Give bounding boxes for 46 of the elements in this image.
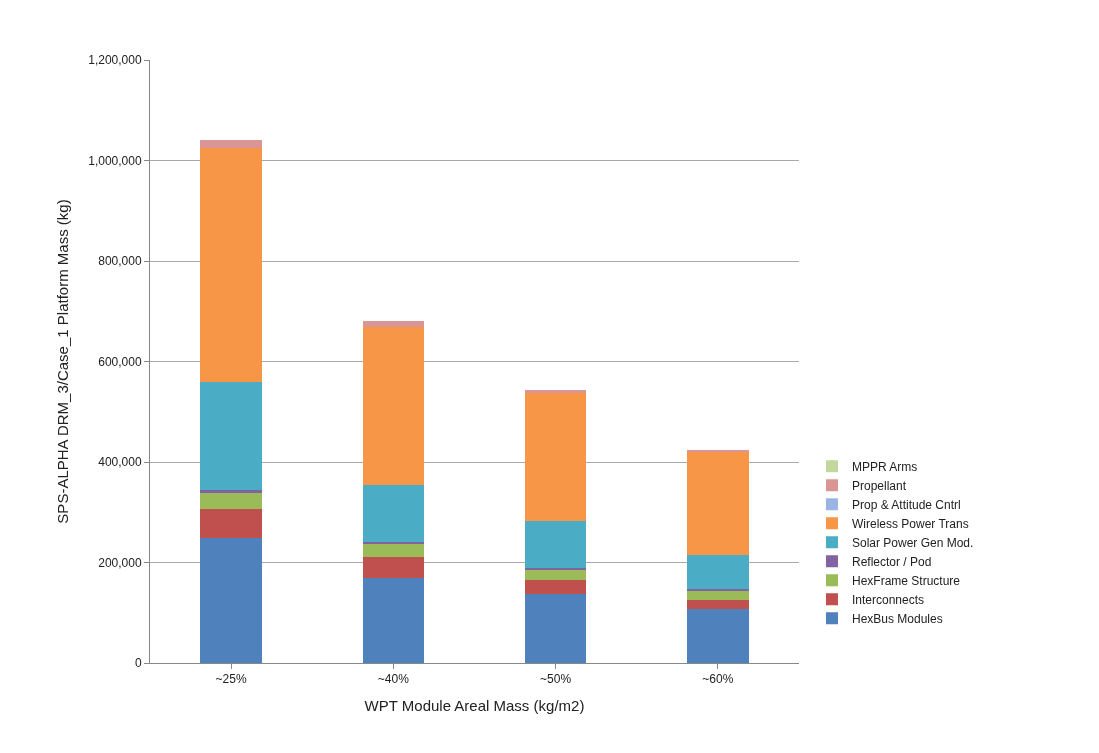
y-tick-label: 1,000,000	[88, 153, 142, 168]
bar	[362, 544, 425, 557]
bar	[200, 139, 262, 148]
bar	[200, 147, 262, 382]
legend-label: HexBus Modules	[851, 612, 943, 627]
legend-label: Prop & Attitude Cntrl	[851, 498, 961, 513]
bar	[362, 578, 425, 663]
bar	[524, 580, 587, 595]
bar	[687, 590, 749, 600]
bar	[200, 490, 262, 493]
bar	[362, 326, 425, 485]
x-tick-label: ~40%	[377, 672, 410, 687]
bar	[200, 492, 262, 509]
bar	[362, 484, 425, 543]
legend-label: Wireless Power Trans	[851, 517, 969, 532]
y-tick-label: 200,000	[98, 555, 142, 570]
y-tick-label: 800,000	[98, 254, 142, 269]
legend-label: MPPR Arms	[851, 460, 918, 475]
bar	[200, 381, 262, 491]
y-tick-label: 600,000	[98, 354, 142, 369]
bar	[687, 452, 749, 555]
legend-label: Propellant	[851, 479, 907, 494]
legend-label: Interconnects	[851, 593, 925, 608]
bar	[362, 320, 425, 327]
y-tick-label: 1,200,000	[88, 53, 142, 68]
bar	[687, 599, 749, 609]
y-tick-label: 0	[134, 656, 142, 671]
bar	[200, 508, 262, 539]
x-tick-label: ~50%	[540, 672, 572, 687]
legend-label: HexFrame Structure	[851, 574, 961, 589]
bar	[200, 538, 262, 663]
bar	[524, 389, 587, 393]
x-tick-label: ~25%	[215, 672, 247, 687]
bar	[524, 594, 587, 663]
y-tick-label: 400,000	[98, 455, 142, 470]
y-axis-title: SPS-ALPHA DRM_3/Case_1 Platform Mass (kg)	[54, 199, 72, 524]
x-axis-title: WPT Module Areal Mass (kg/m2)	[364, 697, 585, 715]
bar	[362, 542, 425, 545]
bar	[362, 556, 425, 579]
bar	[524, 521, 587, 568]
bar	[687, 608, 749, 663]
legend-label: Solar Power Gen Mod.	[851, 536, 974, 551]
bar	[687, 554, 749, 590]
legend-label: Reflector / Pod	[851, 555, 932, 570]
x-tick-label: ~60%	[702, 672, 734, 687]
bar	[524, 392, 587, 522]
